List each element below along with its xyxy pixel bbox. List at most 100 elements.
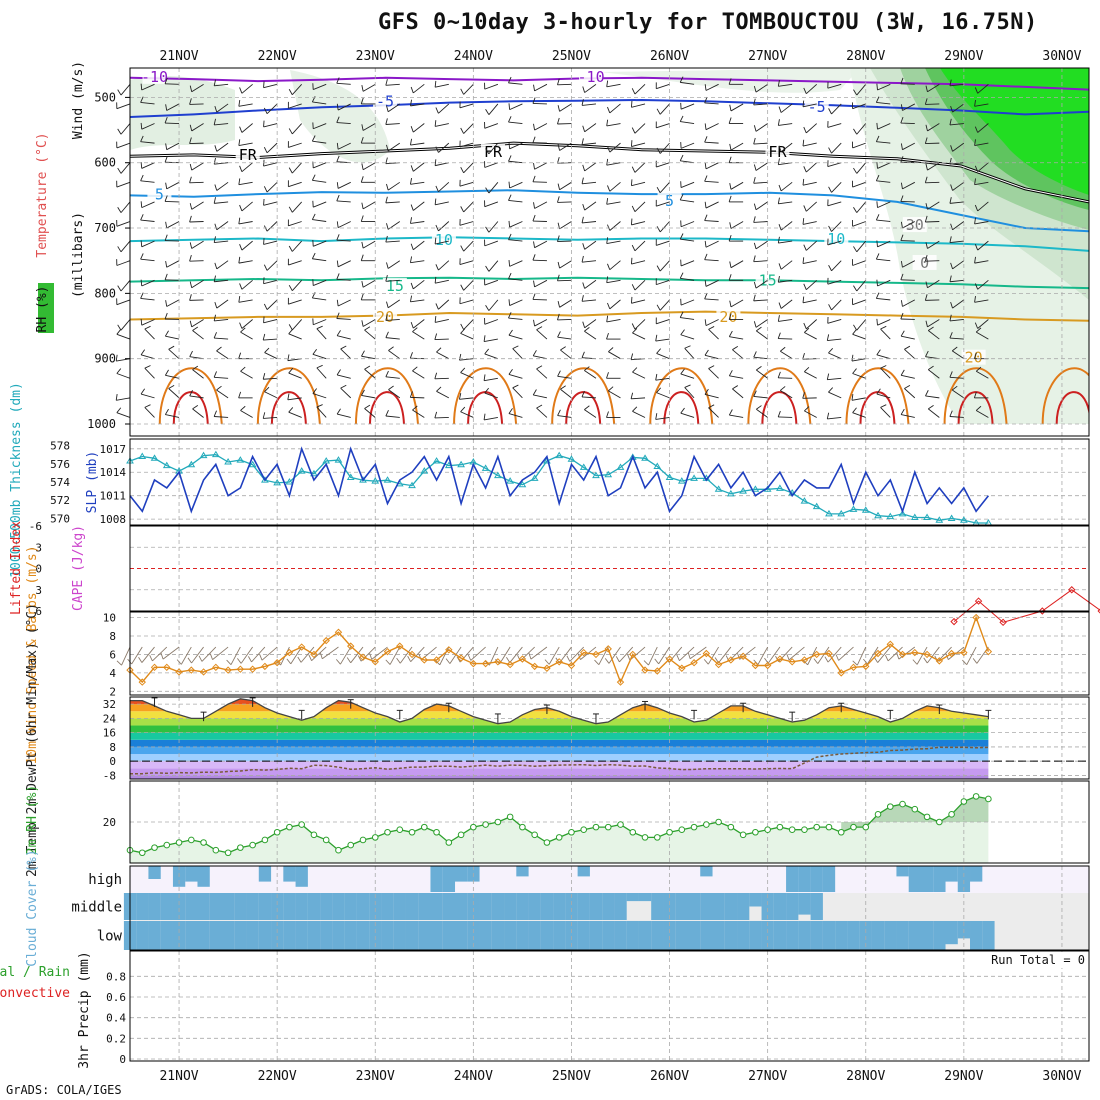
- upper-wind-barb-flag: [656, 348, 662, 354]
- upper-wind-barb-flag: [928, 404, 934, 410]
- upper-wind-barb: [166, 221, 180, 229]
- precip-tick-label: 0.2: [106, 1032, 126, 1045]
- upper-wind-barb: [927, 201, 940, 210]
- upper-wind-barb: [463, 162, 474, 174]
- upper-wind-barb-flag: [360, 254, 364, 261]
- upper-wind-barb: [263, 83, 278, 89]
- upper-wind-barb: [609, 299, 621, 310]
- wind10m-barb: [739, 646, 756, 660]
- rh-point: [739, 831, 747, 839]
- upper-wind-barb: [191, 201, 204, 210]
- upper-wind-barb-flag: [361, 124, 364, 131]
- upper-wind-barb-flag: [804, 327, 810, 333]
- upper-wind-barb: [559, 221, 572, 230]
- stab-frame: [129, 525, 1090, 612]
- upper-wind-barb: [120, 84, 131, 96]
- upper-wind-barb-flag: [533, 123, 536, 131]
- wind10m-barb: [827, 646, 842, 663]
- upper-wind-barb-flag: [460, 323, 465, 330]
- upper-wind-barb-flag: [484, 348, 490, 355]
- upper-wind-barb: [977, 240, 989, 251]
- upper-wind-barb: [165, 335, 180, 340]
- ylabel-precip: 3hr Precip (mm): [77, 951, 92, 1068]
- upper-wind-barb-flag: [803, 205, 807, 212]
- thickness-point: [383, 476, 392, 483]
- upper-wind-barb-flag: [140, 96, 144, 103]
- upper-wind-barb: [412, 331, 425, 340]
- upper-wind-barb-flag: [606, 158, 609, 166]
- upper-wind-barb: [410, 260, 425, 264]
- upper-wind-barb: [288, 260, 302, 266]
- slp-line: [129, 446, 990, 514]
- upper-wind-barb-flag: [900, 330, 905, 337]
- isotherm-30-loop: [467, 391, 504, 424]
- upper-wind-barb: [512, 348, 523, 359]
- upper-wind-barb-flag: [532, 175, 536, 182]
- wind-speed-point: [629, 650, 637, 659]
- temp-color-band: [130, 732, 989, 740]
- upper-wind-barb: [216, 389, 229, 399]
- upper-wind-barb-flag: [360, 176, 364, 183]
- wind10m-barb-flag: [852, 660, 858, 666]
- upper-wind-barb: [780, 390, 793, 399]
- contour-label: -5: [808, 98, 826, 116]
- cloud-bar-low: [700, 921, 713, 950]
- wind10m-barb-flag: [456, 656, 461, 663]
- cloud-bar-low: [332, 921, 345, 950]
- upper-wind-barb: [362, 83, 376, 92]
- upper-wind-barb: [704, 354, 719, 360]
- upper-wind-barb-flag: [214, 145, 218, 152]
- temp-line: [129, 698, 989, 725]
- wind-speed-point: [494, 658, 502, 666]
- upper-wind-barb: [977, 162, 989, 173]
- upper-wind-barb: [902, 299, 916, 307]
- wind10m-barb: [410, 646, 425, 662]
- upper-wind-barb: [704, 298, 719, 301]
- wind10m-barb-flag: [297, 656, 302, 663]
- upper-wind-barb: [680, 238, 695, 242]
- thickness-point: [150, 454, 159, 461]
- upper-wind-barb-flag: [388, 385, 394, 391]
- rh-frame: [129, 780, 1090, 864]
- contour-label: -5: [376, 93, 394, 111]
- cloud-bar-middle: [479, 893, 492, 920]
- upper-wind-barb-flag: [949, 236, 952, 243]
- upper-wind-barb-flag: [508, 142, 511, 149]
- upper-wind-barb: [680, 334, 695, 340]
- x-date-label-bottom: 30NOV: [1042, 1069, 1081, 1084]
- wind10m-barb-flag: [138, 657, 143, 663]
- upper-wind-barb: [656, 319, 670, 325]
- upper-wind-barb: [827, 417, 842, 420]
- upper-wind-barb: [904, 348, 916, 360]
- x-date-label-top: 26NOV: [650, 49, 689, 64]
- upper-wind-barb-flag: [485, 304, 490, 311]
- thickness-point: [812, 502, 821, 510]
- upper-wind-barb-flag: [460, 127, 465, 134]
- upper-wind-barb-flag: [679, 154, 684, 161]
- upper-wind-barb: [438, 260, 450, 271]
- rh-point: [347, 841, 355, 849]
- wind-speed-point: [371, 658, 379, 666]
- thickness-point: [690, 474, 698, 481]
- upper-wind-barb-flag: [385, 79, 388, 86]
- upper-wind-barb: [708, 368, 719, 379]
- upper-wind-barb-flag: [164, 156, 168, 163]
- cloud-bar-low: [234, 921, 247, 950]
- precip-frame: [129, 950, 1090, 1062]
- upper-wind-barb: [120, 319, 131, 331]
- upper-wind-barb: [336, 278, 351, 281]
- upper-wind-barb: [340, 348, 352, 360]
- upper-wind-barb: [214, 337, 229, 340]
- wind10m-barb: [728, 646, 744, 662]
- x-date-label-bottom: 27NOV: [748, 1069, 787, 1084]
- thickness-point: [923, 513, 931, 521]
- upper-wind-barb-flag: [484, 387, 490, 394]
- contour-label: FR: [768, 143, 787, 161]
- upper-wind-barb: [168, 388, 180, 399]
- cloud-bar-middle: [148, 893, 161, 920]
- cloud-bar-middle: [491, 893, 505, 920]
- cloud-bar-low: [148, 921, 161, 950]
- rh-point: [727, 823, 735, 831]
- upper-wind-barb-flag: [340, 345, 347, 350]
- upper-wind-barb: [509, 299, 523, 306]
